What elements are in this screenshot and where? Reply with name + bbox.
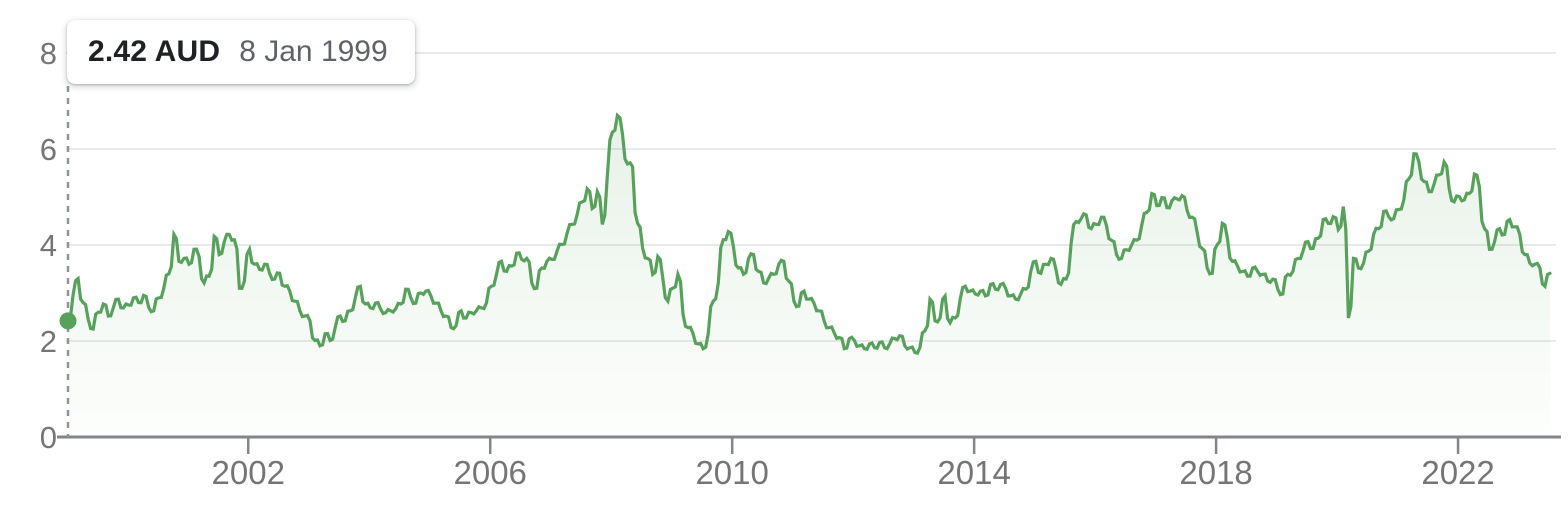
- x-axis-label: 2022: [1421, 454, 1494, 491]
- x-axis-label: 2006: [454, 454, 527, 491]
- x-axis-label: 2014: [937, 454, 1010, 491]
- y-axis-label: 8: [40, 36, 57, 71]
- y-axis-labels: 0 2 4 6 8: [40, 36, 57, 455]
- tooltip-date: 8 Jan 1999: [239, 35, 388, 68]
- y-axis-label: 6: [40, 132, 57, 167]
- price-tooltip: 2.42 AUD 8 Jan 1999: [67, 20, 415, 84]
- x-axis-label: 2018: [1179, 454, 1252, 491]
- y-axis-label: 0: [40, 420, 57, 455]
- x-axis-label: 2002: [212, 454, 285, 491]
- x-axis: 2002 2006 2010 2014 2018 2022: [57, 435, 1561, 491]
- y-axis-label: 4: [40, 228, 57, 263]
- price-line: [66, 112, 1552, 355]
- tooltip-price: 2.42 AUD: [88, 35, 221, 68]
- highlighted-point: [59, 312, 77, 330]
- price-area-fill: [68, 115, 1550, 438]
- y-axis-label: 2: [40, 324, 57, 359]
- x-axis-label: 2010: [695, 454, 768, 491]
